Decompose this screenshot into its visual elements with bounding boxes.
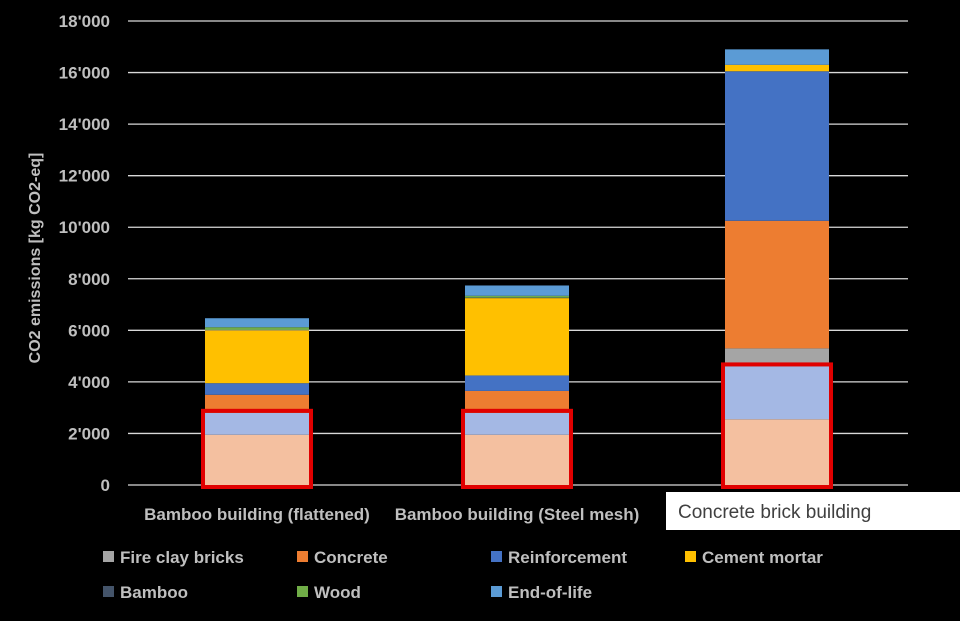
category-label: Bamboo building (Steel mesh) bbox=[395, 505, 640, 524]
bar-segment bbox=[465, 375, 569, 391]
highlight-box bbox=[461, 408, 573, 490]
bar-segment bbox=[205, 434, 309, 485]
bar-segment bbox=[725, 366, 829, 420]
bar-segment bbox=[465, 297, 569, 299]
legend-swatch bbox=[103, 551, 114, 562]
y-tick-label: 6'000 bbox=[68, 321, 110, 340]
highlight-box bbox=[721, 362, 833, 489]
bar-segment bbox=[205, 318, 309, 328]
highlight-boxes bbox=[201, 362, 833, 490]
legend-swatch bbox=[491, 586, 502, 597]
y-tick-label: 14'000 bbox=[59, 115, 110, 134]
y-tick-label: 8'000 bbox=[68, 270, 110, 289]
y-axis-label: CO2 emissions [kg CO2-eq] bbox=[27, 153, 44, 364]
bar-segment bbox=[725, 220, 829, 349]
legend-label: Cement mortar bbox=[702, 548, 823, 567]
bar-segment bbox=[205, 327, 309, 330]
bar-segment bbox=[205, 383, 309, 395]
bar-segment bbox=[465, 434, 569, 485]
y-axis-ticks: 0 2'000 4'000 6'000 8'000 10'000 12'000 14'000 1… bbox=[59, 12, 110, 495]
bar-segment bbox=[465, 295, 569, 298]
bar-segment bbox=[205, 329, 309, 331]
category-label-box bbox=[666, 492, 960, 530]
legend-label: End-of-life bbox=[508, 583, 592, 602]
x-axis-categories: Bamboo building (flattened) Bamboo buildi… bbox=[144, 492, 960, 530]
legend-swatch bbox=[685, 551, 696, 562]
bar-segment bbox=[465, 285, 569, 296]
legend-label: Reinforcement bbox=[508, 548, 627, 567]
legend-label: Fire clay bricks bbox=[120, 548, 244, 567]
legend: Fire clay bricks Concrete Reinforcement Cem… bbox=[103, 548, 823, 602]
legend-swatch bbox=[297, 551, 308, 562]
category-label: Bamboo building (flattened) bbox=[144, 505, 370, 524]
y-tick-label: 0 bbox=[101, 476, 110, 495]
legend-swatch bbox=[103, 586, 114, 597]
y-tick-label: 12'000 bbox=[59, 167, 110, 186]
bar-segment bbox=[465, 390, 569, 413]
bar-segment bbox=[725, 348, 829, 367]
legend-label: Concrete bbox=[314, 548, 388, 567]
y-tick-label: 18'000 bbox=[59, 12, 110, 31]
y-tick-label: 2'000 bbox=[68, 424, 110, 443]
y-tick-label: 10'000 bbox=[59, 218, 110, 237]
legend-swatch bbox=[491, 551, 502, 562]
bar-segment bbox=[465, 298, 569, 376]
bars bbox=[205, 49, 829, 485]
legend-label: Bamboo bbox=[120, 583, 188, 602]
legend-swatch bbox=[297, 586, 308, 597]
y-tick-label: 4'000 bbox=[68, 373, 110, 392]
bar-segment bbox=[725, 64, 829, 72]
bar-segment bbox=[725, 419, 829, 485]
category-label: Concrete brick building bbox=[678, 502, 871, 523]
bar-segment bbox=[725, 49, 829, 65]
bar-segment bbox=[725, 71, 829, 221]
y-tick-label: 16'000 bbox=[59, 64, 110, 83]
bar-segment bbox=[465, 412, 569, 435]
legend-label: Wood bbox=[314, 583, 361, 602]
bar-segment bbox=[205, 330, 309, 384]
bar-segment bbox=[205, 394, 309, 413]
bar-segment bbox=[205, 412, 309, 435]
highlight-box bbox=[201, 408, 313, 490]
